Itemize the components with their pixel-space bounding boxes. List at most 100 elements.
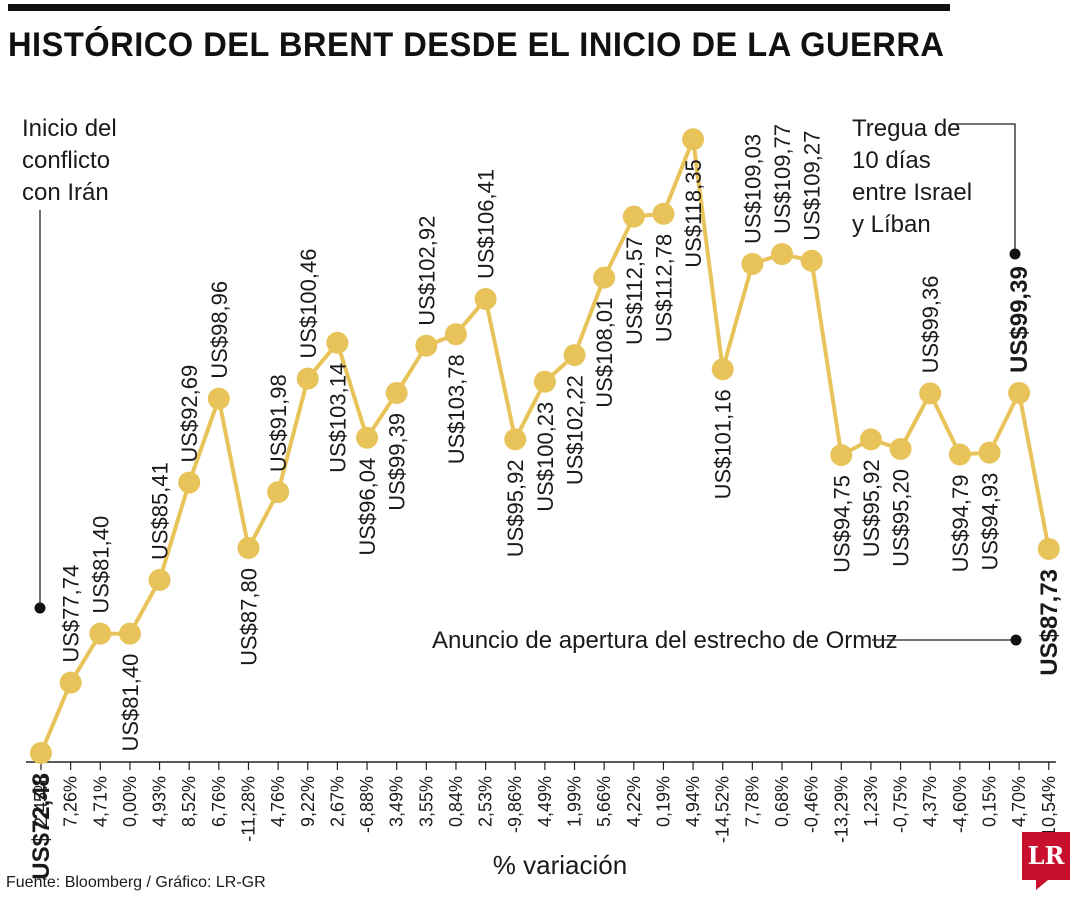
x-tick-label: -13,29%	[831, 776, 851, 843]
data-point	[771, 243, 793, 266]
x-axis-label: % variación	[493, 850, 627, 880]
data-point	[652, 202, 675, 225]
data-point	[741, 252, 764, 275]
value-label: US$72,48	[28, 773, 55, 880]
data-point	[178, 471, 201, 494]
data-point	[859, 428, 882, 451]
value-label: US$109,77	[770, 124, 795, 234]
x-tick-label: 7,78%	[742, 776, 762, 827]
data-point	[148, 568, 171, 591]
data-point	[504, 428, 527, 451]
x-tick-label: -10,54%	[1039, 776, 1059, 843]
value-labels: US$72,48US$77,74US$81,40US$81,40US$85,41…	[28, 124, 1063, 880]
x-tick-label: 2,45%	[31, 776, 51, 827]
x-tick-label: 4,71%	[90, 776, 110, 827]
data-point	[622, 205, 645, 228]
x-tick-label: 1,23%	[861, 776, 881, 827]
data-point	[1008, 381, 1031, 404]
value-label: US$95,92	[859, 459, 884, 557]
x-tick-label: 2,67%	[327, 776, 347, 827]
value-label: US$85,41	[148, 462, 173, 560]
x-tick-label: 8,52%	[179, 776, 199, 827]
value-label: US$101,16	[711, 389, 736, 499]
value-label: US$102,92	[414, 216, 439, 326]
x-tick-label: -9,86%	[505, 776, 525, 833]
x-tick-label: 4,22%	[624, 776, 644, 827]
value-label: US$112,57	[622, 237, 647, 345]
data-point	[593, 266, 616, 289]
value-label: US$112,78	[651, 234, 676, 342]
x-tick-label: 4,76%	[268, 776, 288, 827]
data-point	[267, 481, 290, 504]
annotation-truce-line: 10 días	[852, 147, 931, 174]
annotation-start-line: con Irán	[22, 179, 109, 206]
value-label: US$98,96	[207, 281, 232, 379]
data-point	[474, 288, 497, 311]
annotation-ormuz: Anuncio de apertura del estrecho de Ormu…	[432, 627, 898, 654]
data-point	[919, 382, 942, 405]
value-label: US$92,69	[177, 365, 202, 463]
data-point	[296, 367, 319, 390]
value-label: US$94,93	[977, 473, 1002, 571]
value-label: US$91,98	[266, 374, 291, 472]
data-point	[415, 334, 438, 357]
annotation-truce-dot	[1009, 248, 1021, 260]
data-point	[948, 443, 971, 466]
value-label: US$81,40	[88, 516, 113, 614]
value-label: US$94,75	[829, 475, 854, 573]
value-label: US$95,92	[503, 459, 528, 557]
x-tick-label: 3,55%	[416, 776, 436, 827]
annotation-truce-line: Tregua de	[852, 115, 961, 142]
data-point	[118, 622, 141, 645]
lr-logo: LR	[1022, 832, 1070, 890]
annotation-truce-leader	[952, 123, 1016, 252]
data-point	[207, 387, 230, 410]
value-label: US$106,41	[474, 169, 499, 279]
value-label: US$99,39	[1006, 266, 1033, 373]
annotations: Inicio del conflicto con Irán Tregua de 10 d…	[22, 115, 1022, 654]
x-tick-label: 0,00%	[120, 776, 140, 827]
value-label: US$81,40	[118, 654, 143, 752]
price-series	[30, 128, 1060, 764]
annotation-start-line: conflicto	[22, 147, 110, 174]
data-point	[830, 444, 853, 467]
value-label: US$100,23	[533, 402, 558, 512]
x-tick-label: 4,49%	[535, 776, 555, 827]
value-label: US$109,27	[800, 131, 825, 241]
data-point	[237, 537, 260, 560]
value-label: US$94,79	[948, 474, 973, 572]
data-point	[326, 331, 349, 354]
data-point	[444, 323, 467, 346]
source-note: Fuente: Bloomberg / Gráfico: LR-GR	[6, 874, 266, 891]
value-label: US$77,74	[59, 565, 84, 663]
value-label: US$100,46	[296, 249, 321, 359]
value-label: US$96,04	[355, 458, 380, 556]
x-tick-label: 0,19%	[653, 776, 673, 827]
x-tick-label: 4,94%	[683, 776, 703, 827]
data-point	[356, 426, 379, 449]
x-tick-label: 2,53%	[476, 776, 496, 827]
annotation-start-dot	[34, 602, 46, 614]
x-tick-label: 1,99%	[565, 776, 585, 827]
x-tick-label: -0,46%	[802, 776, 822, 833]
x-tick-label: -11,28%	[238, 776, 258, 842]
value-label: US$95,20	[889, 469, 914, 567]
x-tick-label: 4,93%	[150, 776, 170, 827]
value-label: US$87,80	[236, 568, 261, 666]
value-label: US$99,39	[385, 413, 410, 511]
x-tick-label: -0,75%	[891, 776, 911, 833]
x-tick-label: 5,66%	[594, 776, 614, 827]
x-tick-label: 0,68%	[772, 776, 792, 827]
x-tick-label: -4,60%	[950, 776, 970, 833]
data-point	[385, 381, 408, 404]
annotation-start-line: Inicio del	[22, 115, 117, 142]
x-tick-labels: 2,45% 7,26% 4,71% 0,00% 4,93% 8,52% 6,76% -11,2…	[31, 776, 1059, 843]
x-tick-label: 4,70%	[1009, 776, 1029, 827]
data-point	[889, 438, 912, 461]
data-point	[682, 128, 705, 151]
data-point	[563, 344, 586, 367]
value-label: US$109,03	[740, 134, 765, 244]
x-tick-label: 7,26%	[61, 776, 81, 827]
value-label: US$118,35	[681, 159, 706, 267]
x-tick-label: -6,88%	[357, 776, 377, 833]
